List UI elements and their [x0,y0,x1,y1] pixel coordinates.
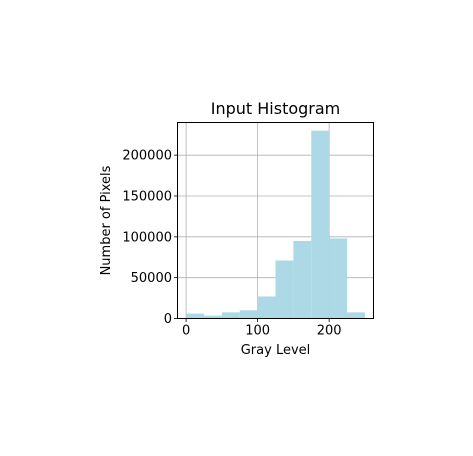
x-tick-label: 0 [182,324,190,339]
y-axis-label: Number of Pixels [99,165,114,275]
y-tick-label: 150000 [122,190,172,205]
histogram-bar [257,296,276,319]
y-tick-label: 200000 [122,149,172,164]
y-tick-label: 0 [164,312,172,327]
x-tick-label: 100 [245,324,270,339]
histogram-bar [203,315,222,319]
axis-ticks: 0 100 200 0 50000 100000 150000 200000 [122,149,341,339]
x-tick-label: 200 [317,324,342,339]
histogram-bar [329,238,348,319]
histogram-bar [275,260,294,319]
histogram-bar [221,312,240,319]
y-tick-label: 50000 [131,271,172,286]
histogram-bar [293,240,312,319]
histogram-bars [186,130,365,319]
x-axis-label: Gray Level [241,343,311,358]
histogram-bar [186,313,204,319]
histogram-bar [311,130,330,319]
histogram-bar [239,310,258,319]
histogram-bar [347,312,365,319]
plot-area-frame [177,122,374,319]
y-tick-label: 100000 [122,230,172,245]
chart-title: Input Histogram [211,99,341,118]
